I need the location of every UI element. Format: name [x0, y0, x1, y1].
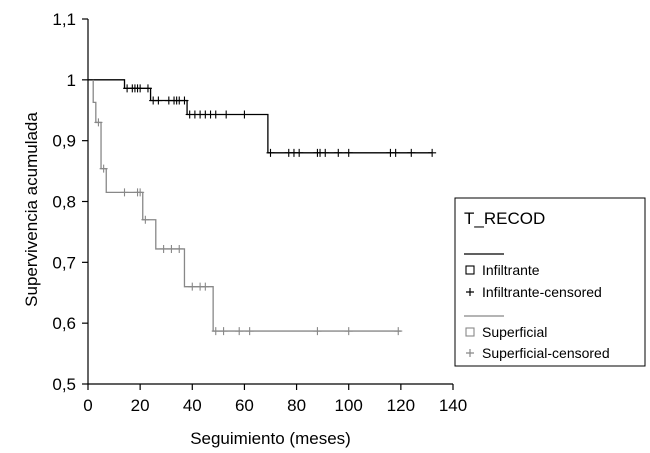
legend-plus-superficial-icon — [466, 349, 474, 357]
censored-point-infiltrante — [222, 110, 231, 119]
censored-point-superficial — [313, 327, 322, 336]
censored-point-superficial — [211, 327, 220, 336]
y-ticks: 0,5 0,6 0,7 0,8 0,9 1 1,1 — [52, 10, 88, 394]
censored-point-infiltrante — [180, 96, 189, 105]
legend-box — [454, 197, 646, 367]
legend-label-infiltrante: Infiltrante — [482, 262, 540, 278]
y-tick-label: 0,7 — [52, 253, 76, 272]
y-tick-label: 1,1 — [52, 10, 76, 29]
legend-square-superficial-icon — [465, 327, 475, 337]
y-tick-label: 0,8 — [52, 193, 76, 212]
legend-square-infiltrante-icon — [465, 265, 475, 275]
y-tick-label: 0,9 — [52, 132, 76, 151]
legend-label-superficial: Superficial — [482, 324, 547, 340]
legend-label-superficial-censored: Superficial-censored — [482, 345, 610, 361]
censored-point-superficial — [120, 188, 129, 197]
x-tick-label: 120 — [387, 396, 415, 415]
x-tick-label: 60 — [235, 396, 254, 415]
censored-point-infiltrante — [344, 148, 353, 157]
x-axis-title: Seguimiento (meses) — [190, 429, 351, 448]
legend-plus-infiltrante-icon — [466, 288, 474, 296]
censored-point-infiltrante — [321, 148, 330, 157]
legend-label-infiltrante-censored: Infiltrante-censored — [482, 284, 602, 300]
x-ticks: 0 20 40 60 80 100 120 140 — [83, 384, 467, 415]
x-tick-label: 100 — [335, 396, 363, 415]
axes: 0,5 0,6 0,7 0,8 0,9 1 1,1 0 20 40 60 80 100 120 140 S… — [22, 10, 467, 448]
y-tick-label: 0,6 — [52, 314, 76, 333]
x-tick-label: 40 — [183, 396, 202, 415]
censored-point-superficial — [167, 244, 176, 253]
censored-point-infiltrante — [407, 148, 416, 157]
plot-area — [88, 79, 437, 336]
x-tick-label: 140 — [439, 396, 467, 415]
y-axis-title: Supervivencia acumulada — [22, 112, 41, 307]
x-tick-label: 20 — [131, 396, 150, 415]
y-tick-label: 0,5 — [52, 375, 76, 394]
censored-point-superficial — [235, 327, 244, 336]
censored-point-infiltrante — [295, 148, 304, 157]
censored-point-infiltrante — [428, 148, 437, 157]
x-tick-label: 0 — [83, 396, 92, 415]
censored-point-infiltrante — [154, 96, 163, 105]
censored-point-superficial — [136, 188, 145, 197]
y-tick-label: 1 — [67, 71, 76, 90]
series-line-superficial — [92, 79, 401, 332]
censored-point-infiltrante — [240, 110, 249, 119]
censored-point-superficial — [141, 215, 150, 224]
censored-point-infiltrante — [266, 148, 275, 157]
censored-point-superficial — [245, 327, 254, 336]
censored-point-infiltrante — [211, 110, 220, 119]
legend: T_RECOD Infiltrante Infiltrante-censored… — [454, 197, 646, 367]
censored-point-superficial — [99, 164, 108, 173]
censored-point-superficial — [175, 244, 184, 253]
censored-point-superficial — [344, 327, 353, 336]
censored-point-superficial — [94, 118, 103, 127]
censored-point-infiltrante — [143, 84, 152, 93]
censored-point-superficial — [219, 327, 228, 336]
censored-point-superficial — [188, 282, 197, 291]
censored-point-infiltrante — [334, 148, 343, 157]
legend-title: T_RECOD — [464, 209, 545, 228]
censored-point-infiltrante — [136, 84, 145, 93]
censored-point-superficial — [394, 327, 403, 336]
x-tick-label: 80 — [287, 396, 306, 415]
censored-point-superficial — [159, 244, 168, 253]
censored-point-superficial — [201, 282, 210, 291]
censored-point-infiltrante — [391, 148, 400, 157]
